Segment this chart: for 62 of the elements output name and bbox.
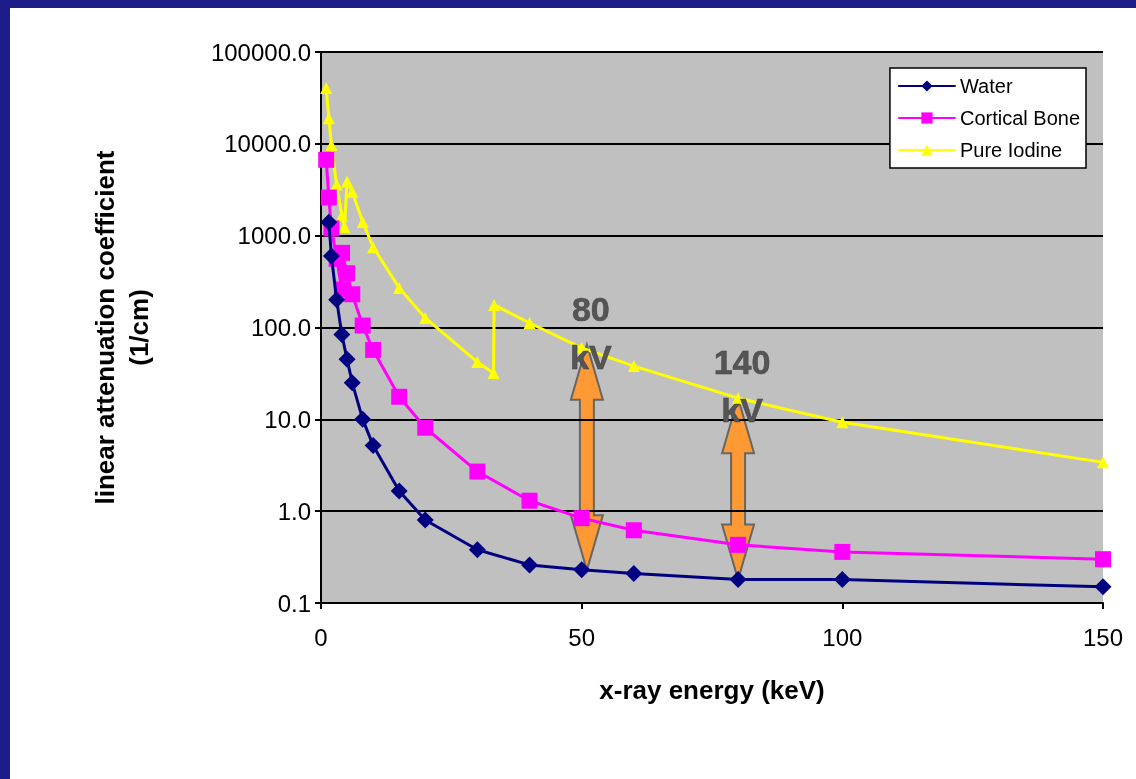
point [468, 541, 486, 559]
y-axis-title: linear attenuation coefficient (1/cm) [90, 150, 154, 505]
point [354, 317, 371, 334]
point [730, 536, 747, 553]
point [322, 247, 340, 265]
point [333, 325, 351, 343]
x-axis-title: x-ray energy (keV) [599, 675, 825, 705]
point [523, 316, 536, 329]
y-tick-label: 1000.0 [237, 222, 311, 250]
point [365, 341, 382, 358]
y-tick-label: 100000.0 [210, 38, 311, 66]
point [320, 82, 333, 95]
y-tick-label: 10000.0 [224, 130, 311, 158]
x-tick-label: 100 [822, 623, 863, 651]
point [833, 571, 851, 589]
point [339, 265, 356, 282]
point [521, 492, 538, 509]
point [836, 416, 849, 429]
point [1097, 456, 1109, 469]
y-tick-label: 1.0 [277, 497, 311, 525]
point [367, 241, 380, 254]
y-tick-label: 100.0 [250, 314, 311, 341]
point [356, 215, 369, 228]
legend-label: Pure Iodine [959, 139, 1063, 161]
point [322, 112, 335, 125]
point [625, 564, 643, 582]
point [573, 561, 591, 579]
point [416, 511, 434, 529]
point [346, 185, 359, 198]
point [325, 139, 338, 152]
point [1095, 551, 1111, 568]
point [391, 388, 408, 405]
point [320, 189, 337, 206]
y-tick-label: 10.0 [264, 405, 311, 433]
point [469, 463, 486, 480]
point [364, 436, 382, 454]
point [471, 356, 484, 369]
point [343, 374, 361, 392]
point [729, 571, 747, 589]
point [573, 510, 590, 527]
point [627, 360, 640, 373]
point [834, 543, 851, 560]
point [625, 522, 642, 539]
x-tick-label: 0 [314, 623, 328, 651]
point [390, 482, 408, 500]
x-tick-label: 150 [1082, 623, 1124, 651]
point [521, 556, 539, 574]
point [488, 298, 501, 311]
legend-label: Cortical Bone [959, 107, 1080, 129]
point [328, 291, 346, 309]
point [338, 350, 356, 368]
point [354, 410, 372, 428]
point [1094, 578, 1112, 596]
point [344, 286, 361, 303]
point [341, 175, 354, 188]
legend-label: Water [959, 75, 1013, 97]
x-tick-label: 50 [568, 623, 596, 651]
point [318, 151, 335, 168]
point [330, 178, 343, 191]
point [417, 419, 434, 436]
y-tick-label: 0.1 [277, 589, 311, 617]
point [320, 213, 338, 231]
